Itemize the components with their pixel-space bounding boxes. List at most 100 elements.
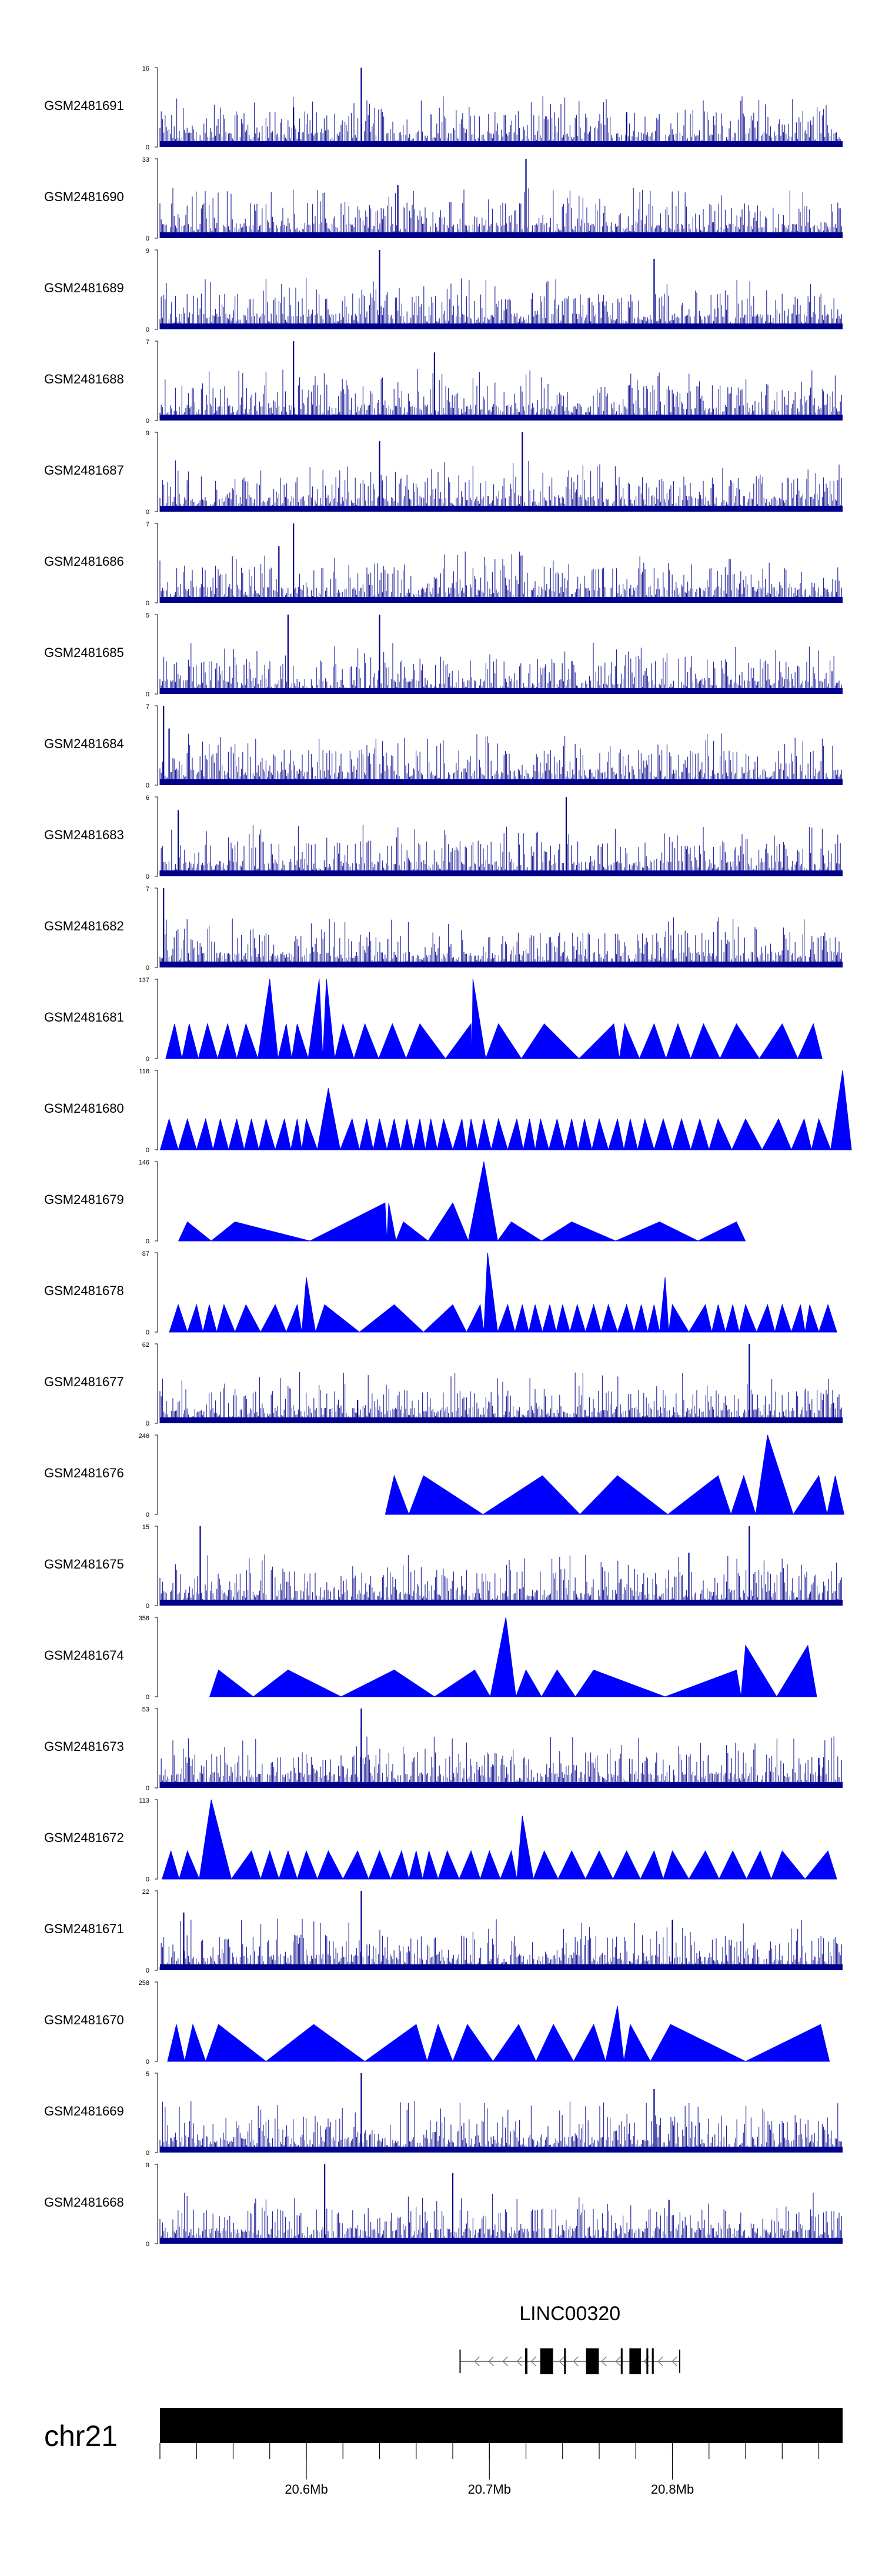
track-GSM2481668: GSM2481668 9 0 bbox=[44, 2162, 843, 2248]
genome-coordinate-axis: 20.6Mb 20.7Mb 20.8Mb bbox=[159, 2443, 820, 2497]
y-zero-label: 0 bbox=[146, 1694, 149, 1701]
signal-baseline bbox=[160, 141, 843, 147]
y-zero-label: 0 bbox=[146, 965, 149, 972]
track-GSM2481682: GSM2481682 7 0 bbox=[44, 886, 843, 972]
track-GSM2481680: GSM2481680 116 0 bbox=[44, 1068, 852, 1154]
track-GSM2481674: GSM2481674 356 0 bbox=[44, 1615, 817, 1701]
track-GSM2481687: GSM2481687 9 0 bbox=[44, 430, 843, 516]
gene-exon bbox=[540, 2348, 553, 2374]
track-GSM2481686: GSM2481686 7 0 bbox=[44, 521, 843, 607]
track-label: GSM2481671 bbox=[44, 1921, 124, 1936]
signal-baseline bbox=[160, 1600, 843, 1606]
strand-arrow bbox=[615, 2356, 622, 2367]
track-GSM2481670: GSM2481670 258 0 bbox=[44, 1980, 830, 2066]
y-zero-label: 0 bbox=[146, 873, 149, 880]
signal-baseline bbox=[160, 415, 843, 421]
track-GSM2481690: GSM2481690 33 0 bbox=[44, 156, 843, 242]
track-label: GSM2481687 bbox=[44, 463, 124, 478]
track-label: GSM2481669 bbox=[44, 2104, 124, 2118]
axis-tick-label: 20.6Mb bbox=[285, 2482, 328, 2497]
track-GSM2481672: GSM2481672 113 0 bbox=[44, 1797, 837, 1883]
strand-arrow bbox=[530, 2356, 536, 2367]
y-max-label: 258 bbox=[139, 1980, 149, 1987]
strand-arrow bbox=[502, 2356, 508, 2367]
y-max-label: 53 bbox=[142, 1706, 149, 1713]
track-GSM2481677: GSM2481677 62 0 bbox=[44, 1342, 843, 1427]
track-label: GSM2481678 bbox=[44, 1283, 124, 1298]
y-max-label: 87 bbox=[142, 1250, 149, 1257]
y-max-label: 5 bbox=[146, 2071, 149, 2078]
track-GSM2481683: GSM2481683 6 0 bbox=[44, 795, 843, 880]
track-GSM2481681: GSM2481681 137 0 bbox=[44, 977, 823, 1063]
track-GSM2481671: GSM2481671 22 0 bbox=[44, 1888, 843, 1974]
strand-arrow bbox=[474, 2356, 480, 2367]
signal-tracks: GSM2481691160GSM2481690330GSM248168990GS… bbox=[44, 65, 852, 2248]
y-zero-label: 0 bbox=[146, 691, 149, 698]
track-label: GSM2481672 bbox=[44, 1830, 124, 1845]
y-max-label: 16 bbox=[142, 65, 149, 72]
signal-baseline bbox=[160, 688, 843, 694]
signal-triangles bbox=[209, 1617, 817, 1697]
y-zero-label: 0 bbox=[146, 1876, 149, 1883]
y-max-label: 7 bbox=[146, 339, 149, 346]
gene-exon bbox=[646, 2348, 649, 2374]
y-max-label: 9 bbox=[146, 430, 149, 437]
axis-tick-label: 20.8Mb bbox=[651, 2482, 694, 2497]
y-zero-label: 0 bbox=[146, 782, 149, 789]
y-zero-label: 0 bbox=[146, 418, 149, 425]
axis-tick-label: 20.7Mb bbox=[468, 2482, 511, 2497]
signal-baseline bbox=[160, 232, 843, 238]
y-max-label: 146 bbox=[139, 1159, 149, 1166]
y-max-label: 33 bbox=[142, 156, 149, 163]
signal-baseline bbox=[160, 1417, 843, 1423]
track-label: GSM2481689 bbox=[44, 281, 124, 295]
signal-triangles bbox=[165, 979, 823, 1059]
y-max-label: 15 bbox=[142, 1524, 149, 1531]
y-zero-label: 0 bbox=[146, 1511, 149, 1519]
strand-arrow bbox=[657, 2356, 664, 2367]
y-zero-label: 0 bbox=[146, 1147, 149, 1154]
gene-model bbox=[459, 2348, 680, 2374]
chromosome-bar bbox=[160, 2408, 843, 2443]
y-zero-label: 0 bbox=[146, 509, 149, 516]
track-label: GSM2481683 bbox=[44, 827, 124, 842]
track-GSM2481685: GSM2481685 5 0 bbox=[44, 612, 843, 698]
track-label: GSM2481684 bbox=[44, 736, 124, 751]
gene-exon bbox=[564, 2348, 566, 2374]
y-max-label: 137 bbox=[139, 977, 149, 984]
signal-triangles bbox=[169, 1252, 837, 1333]
track-GSM2481689: GSM2481689 9 0 bbox=[44, 248, 843, 333]
signal-baseline bbox=[160, 779, 843, 785]
signal-baseline bbox=[160, 2238, 843, 2244]
signal-triangles bbox=[162, 1799, 837, 1880]
track-label: GSM2481691 bbox=[44, 98, 124, 113]
track-GSM2481684: GSM2481684 7 0 bbox=[44, 703, 843, 789]
gene-exon bbox=[652, 2348, 654, 2374]
track-label: GSM2481670 bbox=[44, 2013, 124, 2027]
strand-arrow bbox=[516, 2356, 522, 2367]
y-zero-label: 0 bbox=[146, 1420, 149, 1427]
y-zero-label: 0 bbox=[146, 2058, 149, 2066]
track-label: GSM2481675 bbox=[44, 1557, 124, 1571]
y-zero-label: 0 bbox=[146, 2150, 149, 2157]
gene-exon bbox=[586, 2348, 599, 2374]
y-max-label: 5 bbox=[146, 612, 149, 619]
y-zero-label: 0 bbox=[146, 1329, 149, 1336]
y-zero-label: 0 bbox=[146, 1603, 149, 1610]
y-zero-label: 0 bbox=[146, 1967, 149, 1974]
track-label: GSM2481686 bbox=[44, 554, 124, 569]
y-zero-label: 0 bbox=[146, 326, 149, 333]
track-label: GSM2481674 bbox=[44, 1648, 124, 1663]
strand-arrow bbox=[488, 2356, 494, 2367]
track-GSM2481678: GSM2481678 87 0 bbox=[44, 1250, 837, 1336]
signal-triangles bbox=[167, 2006, 830, 2062]
track-label: GSM2481681 bbox=[44, 1010, 124, 1025]
signal-triangles bbox=[178, 1161, 746, 1242]
y-max-label: 7 bbox=[146, 886, 149, 893]
y-zero-label: 0 bbox=[146, 144, 149, 151]
track-label: GSM2481680 bbox=[44, 1101, 124, 1116]
gene-exon bbox=[524, 2348, 528, 2374]
track-label: GSM2481682 bbox=[44, 919, 124, 933]
signal-baseline bbox=[160, 2147, 843, 2153]
